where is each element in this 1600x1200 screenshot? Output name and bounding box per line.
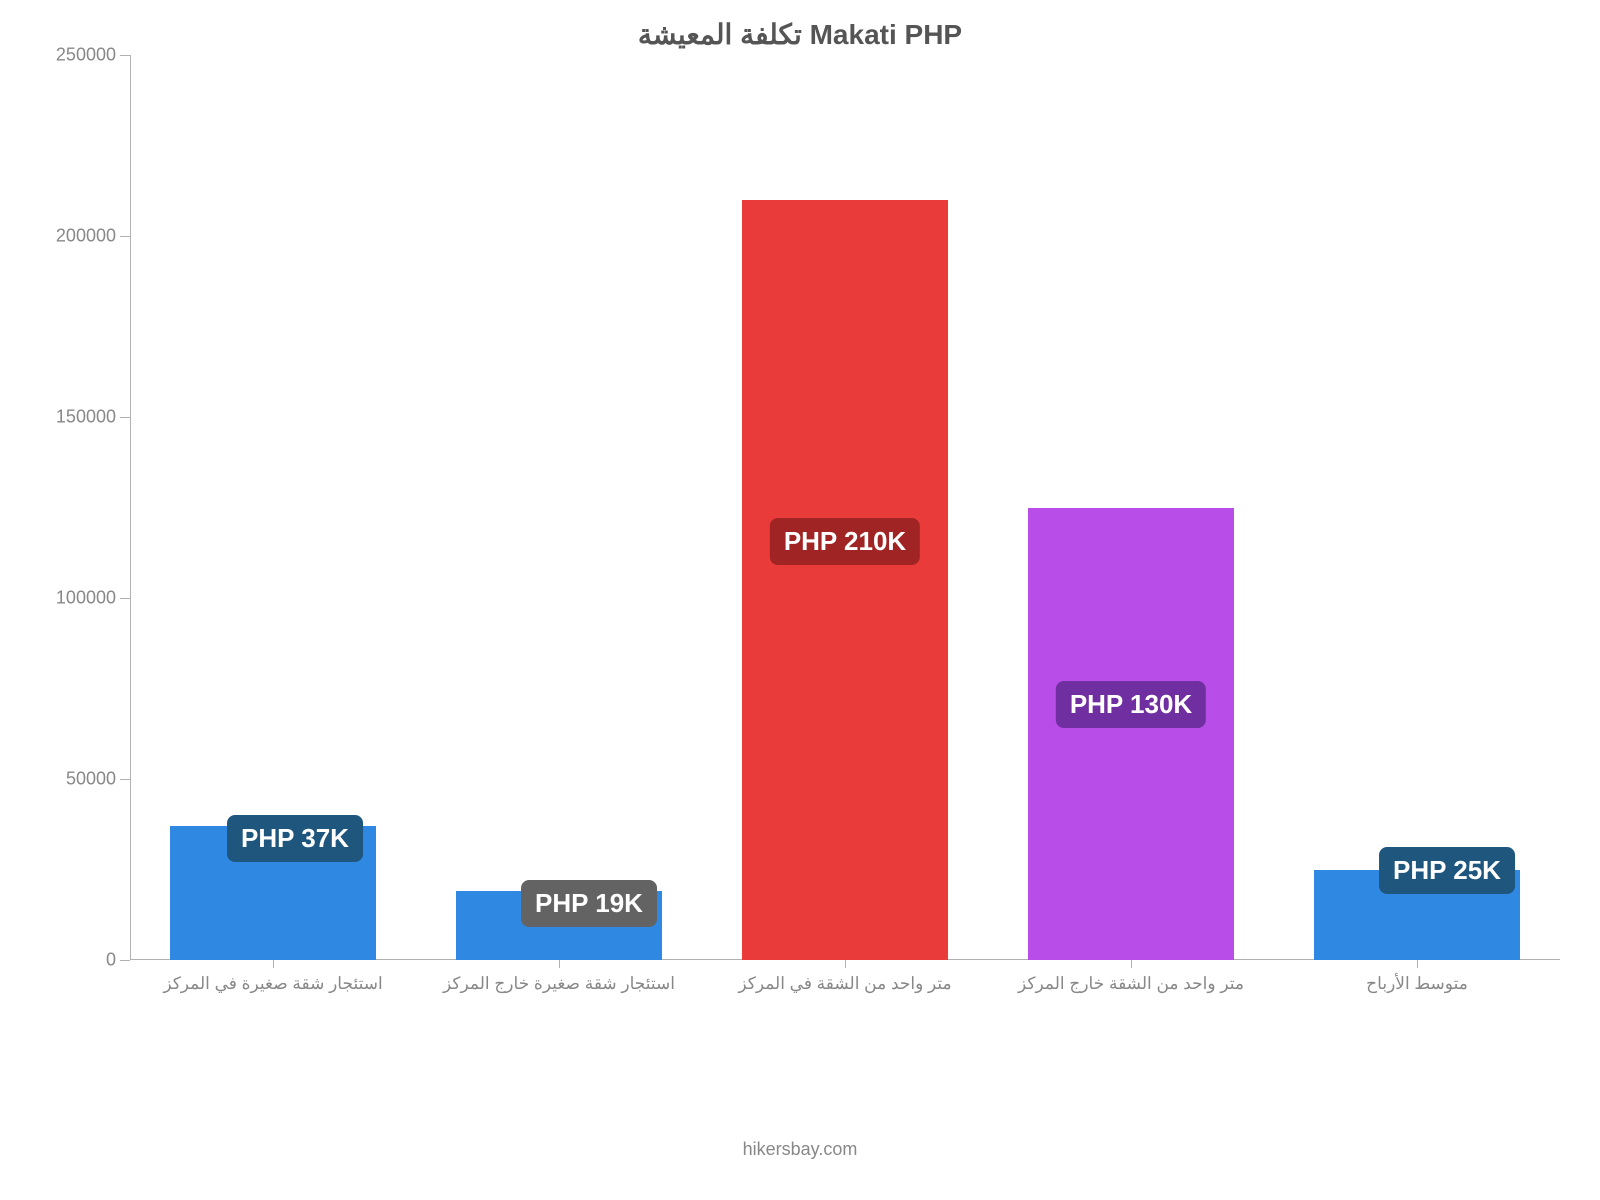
y-tick-label: 150000 (56, 407, 130, 428)
bar (742, 200, 948, 960)
x-tick-label: متر واحد من الشقة خارج المركز (1018, 960, 1244, 994)
y-tick-label: 0 (106, 950, 130, 971)
y-tick-label: 100000 (56, 588, 130, 609)
bars-group: PHP 37K PHP 19K PHP 210K PHP 130K PHP 25K (130, 55, 1560, 960)
chart-title: تكلفة المعيشة Makati PHP (0, 18, 1600, 51)
x-tick-label: استئجار شقة صغيرة في المركز (163, 960, 382, 994)
bar (1028, 508, 1234, 961)
attribution-text: hikersbay.com (0, 1139, 1600, 1160)
bar-value-badge: PHP 19K (521, 880, 657, 927)
bar-value-badge: PHP 37K (227, 815, 363, 862)
y-tick-label: 200000 (56, 226, 130, 247)
bar-value-badge: PHP 210K (770, 518, 920, 565)
y-tick-label: 50000 (66, 769, 130, 790)
plot-area: 050000100000150000200000250000 PHP 37KPH… (130, 55, 1560, 960)
bar-value-badge: PHP 130K (1056, 681, 1206, 728)
chart-container: تكلفة المعيشة Makati PHP 050000100000150… (0, 0, 1600, 1200)
x-tick-label: استئجار شقة صغيرة خارج المركز (443, 960, 675, 994)
x-tick-label: متوسط الأرباح (1366, 960, 1468, 994)
y-tick-label: 250000 (56, 45, 130, 66)
x-tick-label: متر واحد من الشقة في المركز (738, 960, 951, 994)
bar-value-badge: PHP 25K (1379, 847, 1515, 894)
